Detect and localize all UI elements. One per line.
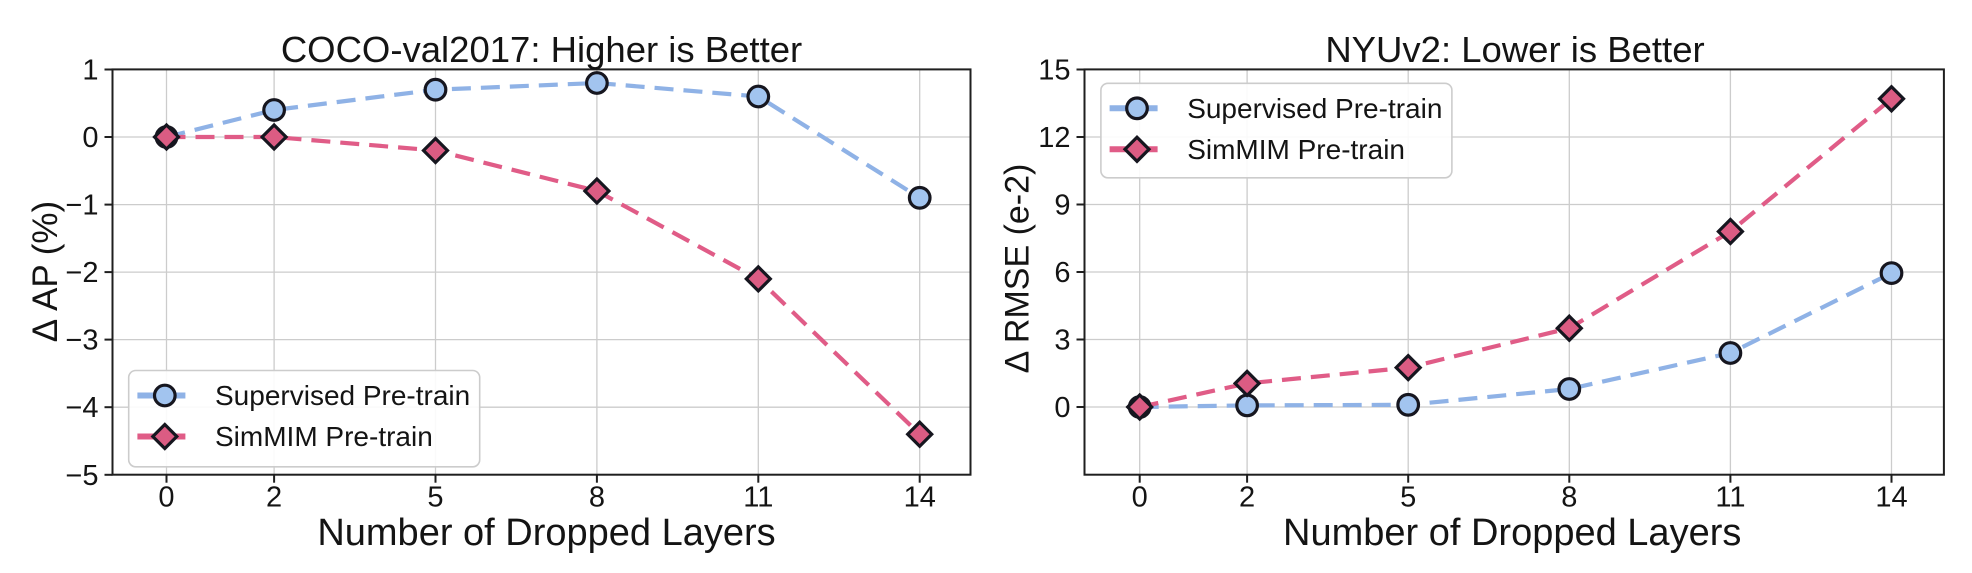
svg-text:Δ AP (%): Δ AP (%) — [26, 201, 65, 342]
svg-text:−2: −2 — [65, 257, 98, 289]
svg-text:9: 9 — [1054, 190, 1070, 222]
svg-text:2: 2 — [1239, 482, 1255, 514]
svg-text:Supervised Pre-train: Supervised Pre-train — [215, 380, 470, 411]
svg-text:11: 11 — [743, 482, 773, 514]
svg-text:0: 0 — [82, 122, 98, 154]
svg-text:Supervised Pre-train: Supervised Pre-train — [1187, 93, 1442, 124]
svg-text:SimMIM Pre-train: SimMIM Pre-train — [1187, 134, 1405, 165]
svg-text:Δ RMSE (e-2): Δ RMSE (e-2) — [999, 164, 1037, 374]
svg-text:−5: −5 — [65, 460, 98, 492]
svg-text:2: 2 — [266, 482, 282, 514]
svg-text:0: 0 — [1132, 482, 1148, 514]
svg-text:8: 8 — [589, 482, 605, 514]
svg-text:11: 11 — [1715, 482, 1745, 514]
svg-text:12: 12 — [1038, 122, 1070, 154]
svg-text:0: 0 — [1054, 392, 1070, 424]
svg-text:5: 5 — [427, 482, 443, 514]
svg-text:14: 14 — [904, 482, 936, 514]
svg-text:15: 15 — [1038, 55, 1070, 87]
svg-text:1: 1 — [82, 55, 98, 87]
svg-text:−4: −4 — [65, 392, 98, 424]
svg-text:Number of Dropped Layers: Number of Dropped Layers — [1283, 512, 1741, 554]
svg-text:−1: −1 — [65, 190, 98, 222]
svg-text:6: 6 — [1054, 257, 1070, 289]
svg-text:NYUv2: Lower is Better: NYUv2: Lower is Better — [1325, 29, 1704, 70]
svg-text:SimMIM Pre-train: SimMIM Pre-train — [215, 421, 433, 452]
svg-text:5: 5 — [1400, 482, 1416, 514]
svg-text:8: 8 — [1561, 482, 1577, 514]
svg-text:Number of Dropped Layers: Number of Dropped Layers — [317, 512, 775, 554]
svg-text:3: 3 — [1054, 325, 1070, 357]
svg-text:COCO-val2017: Higher is Better: COCO-val2017: Higher is Better — [281, 29, 802, 70]
svg-text:0: 0 — [158, 482, 174, 514]
svg-text:−3: −3 — [65, 325, 98, 357]
svg-text:14: 14 — [1875, 482, 1907, 514]
